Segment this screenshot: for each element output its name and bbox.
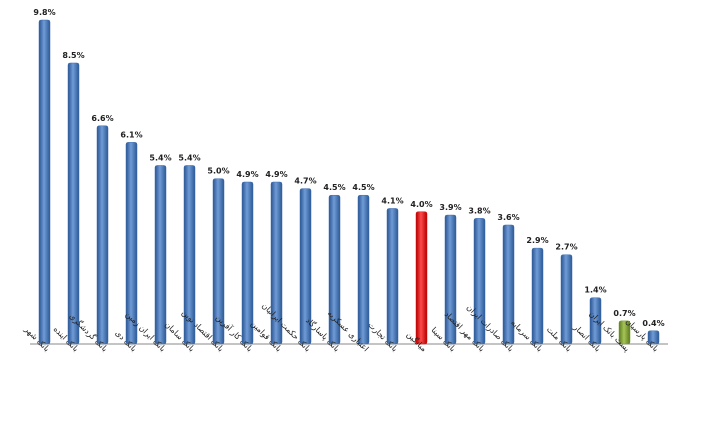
bar-value-label-20: 1.4% — [584, 286, 606, 295]
bar-11 — [328, 194, 341, 345]
bars-layer — [38, 19, 660, 345]
bar-4 — [125, 142, 138, 345]
bar-14 — [415, 211, 428, 345]
bar-value-label-5: 5.4% — [149, 153, 171, 162]
bar-22 — [647, 330, 660, 345]
bar-5 — [154, 165, 167, 345]
bar-value-label-7: 5.0% — [207, 167, 229, 176]
bar-value-label-16: 3.8% — [468, 206, 490, 215]
bar-1 — [38, 19, 51, 345]
bar-18 — [531, 247, 544, 345]
bar-value-label-19: 2.7% — [555, 243, 577, 252]
bar-value-label-18: 2.9% — [526, 236, 548, 245]
bar-10 — [299, 188, 312, 345]
bar-value-label-11: 4.5% — [323, 183, 345, 192]
bar-9 — [270, 181, 283, 345]
bar-value-label-2: 8.5% — [62, 51, 84, 60]
bar-value-label-9: 4.9% — [265, 170, 287, 179]
bar-20 — [589, 297, 602, 345]
bar-value-label-8: 4.9% — [236, 170, 258, 179]
bar-value-label-21: 0.7% — [613, 309, 635, 318]
bar-12 — [357, 194, 370, 345]
bar-value-label-3: 6.6% — [91, 114, 113, 123]
bar-value-label-17: 3.6% — [497, 213, 519, 222]
bar-value-label-14: 4.0% — [410, 200, 432, 209]
bar-16 — [473, 218, 486, 345]
bar-8 — [241, 181, 254, 345]
value-labels-layer: 9.8% 8.5% 6.6% 6.1% 5.4% 5.4% 5.0% 4.9% 4.9% 4.7%… — [33, 8, 664, 328]
bar-17 — [502, 224, 515, 345]
bar-13 — [386, 208, 399, 345]
bar-value-label-6: 5.4% — [178, 153, 200, 162]
bar-value-label-13: 4.1% — [381, 196, 403, 205]
bar-value-label-1: 9.8% — [33, 8, 55, 17]
bar-6 — [183, 165, 196, 345]
bar-7 — [212, 178, 225, 345]
bar-2 — [67, 62, 80, 345]
bar-3 — [96, 125, 109, 345]
bar-21 — [618, 320, 631, 345]
bar-value-label-15: 3.9% — [439, 203, 461, 212]
bar-value-label-22: 0.4% — [642, 319, 664, 328]
bar-19 — [560, 254, 573, 345]
bar-value-label-12: 4.5% — [352, 183, 374, 192]
bar-value-label-10: 4.7% — [294, 177, 316, 186]
bar-value-label-4: 6.1% — [120, 130, 142, 139]
bar-15 — [444, 214, 457, 345]
